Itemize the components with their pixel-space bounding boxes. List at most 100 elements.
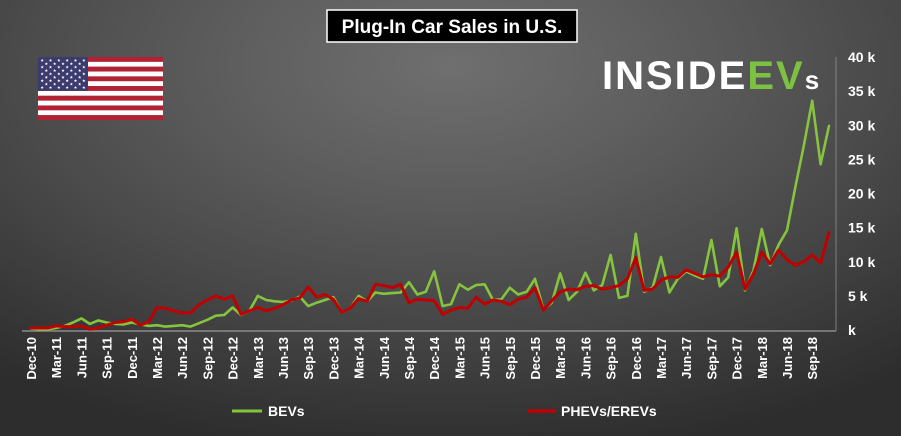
flag-stripe xyxy=(38,86,163,91)
flag-star xyxy=(57,58,61,62)
x-tick-label: Dec-12 xyxy=(226,337,241,380)
x-tick-label: Mar-11 xyxy=(49,337,64,378)
flag-star xyxy=(53,82,57,86)
x-tick-label: Mar-15 xyxy=(452,337,467,379)
x-tick-label: Sep-13 xyxy=(301,337,316,380)
flag-star xyxy=(40,58,44,62)
flag-star xyxy=(73,72,78,76)
flag-star xyxy=(82,72,86,76)
x-tick-label: Dec-15 xyxy=(528,337,543,380)
y-tick-label: 30 k xyxy=(848,117,875,133)
flag-star xyxy=(69,62,73,66)
logo-ev-text: EV xyxy=(747,54,804,98)
y-tick-label: 10 k xyxy=(848,254,875,270)
flag-stripe xyxy=(38,81,163,87)
flag-stripe xyxy=(38,76,163,82)
title-box: Plug-In Car Sales in U.S. xyxy=(326,9,578,43)
x-tick-label: Mar-17 xyxy=(654,337,669,379)
legend: BEVs PHEVs/EREVs xyxy=(232,403,657,419)
flag-star xyxy=(44,82,48,86)
x-tick-label: Dec-17 xyxy=(730,337,745,380)
flag-star xyxy=(57,79,61,83)
flag-star xyxy=(57,85,61,89)
legend-item-phevs: PHEVs/EREVs xyxy=(527,403,657,419)
flag-star xyxy=(44,75,48,79)
x-tick-label: Mar-16 xyxy=(553,337,568,379)
x-tick-label: Sep-12 xyxy=(200,337,215,380)
flag-star xyxy=(73,58,78,62)
x-tick-label: Jun-16 xyxy=(578,337,593,379)
flag-star xyxy=(65,72,69,76)
bev-series-line xyxy=(29,99,831,331)
phev-series-line xyxy=(29,230,831,331)
flag-stripe xyxy=(38,57,163,62)
flag-star xyxy=(73,65,78,69)
flag-star xyxy=(82,65,86,69)
flag-star xyxy=(78,62,82,66)
flag-star xyxy=(57,72,61,76)
flag-star xyxy=(40,85,44,89)
x-tick-label: Dec-16 xyxy=(629,337,644,380)
flag-star xyxy=(65,79,69,83)
x-tick-label: Sep-16 xyxy=(604,337,619,380)
flag-stripe xyxy=(38,90,163,96)
y-tick-label: 25 k xyxy=(848,151,875,167)
flag-star xyxy=(78,82,82,86)
legend-label-bevs: BEVs xyxy=(268,403,305,419)
flag-star xyxy=(69,82,73,86)
y-tick-label: 20 k xyxy=(848,186,875,202)
flag-star xyxy=(82,79,86,83)
flag-stripe xyxy=(38,115,163,121)
flag-star xyxy=(40,72,44,76)
y-axis-tick-labels: k 5 k 10 k 15 k 20 k 25 k 30 k 35 k 40 k xyxy=(848,49,875,338)
insideevs-logo: INSIDEEVs xyxy=(602,54,821,98)
flag-star xyxy=(53,62,57,66)
flag-star xyxy=(53,75,57,79)
flag-star xyxy=(78,68,82,72)
flag-star xyxy=(65,65,69,69)
x-axis-tick-labels: Dec-10 Mar-11 Jun-11 Sep-11 Dec-11 Mar-12 Jun-… xyxy=(24,336,820,379)
flag-star xyxy=(82,85,86,89)
flag-star xyxy=(40,65,44,69)
x-tick-label: Jun-12 xyxy=(175,337,190,379)
y-tick-label: 40 k xyxy=(848,49,875,65)
series-lines xyxy=(29,99,831,331)
y-tick-label: 5 k xyxy=(848,288,868,304)
x-tick-label: Dec-14 xyxy=(427,336,442,379)
flag-stripe xyxy=(38,100,163,106)
logo-s-text: s xyxy=(805,65,821,95)
flag-star xyxy=(53,68,57,72)
x-tick-label: Sep-14 xyxy=(402,336,417,379)
x-tick-label: Dec-13 xyxy=(326,337,341,380)
flag-star xyxy=(44,62,48,66)
flag-star xyxy=(48,79,53,83)
x-tick-label: Jun-15 xyxy=(478,337,493,379)
y-tick-label: 15 k xyxy=(848,220,875,236)
flag-stripe xyxy=(38,95,163,101)
flag-star xyxy=(65,58,69,62)
flag-stripe xyxy=(38,61,163,67)
flag-star xyxy=(48,85,53,89)
x-tick-label: Sep-17 xyxy=(704,337,719,380)
y-tick-label: k xyxy=(848,322,856,338)
flag-star xyxy=(61,68,65,72)
x-tick-label: Dec-10 xyxy=(24,337,39,380)
x-tick-label: Jun-13 xyxy=(276,337,291,379)
x-tick-label: Jun-17 xyxy=(679,337,694,379)
flag-star xyxy=(65,85,69,89)
x-tick-label: Sep-18 xyxy=(805,337,820,380)
flag-star xyxy=(44,68,48,72)
flag-star xyxy=(69,68,73,72)
x-tick-label: Mar-13 xyxy=(251,337,266,379)
chart-title: Plug-In Car Sales in U.S. xyxy=(342,17,563,38)
flag-star xyxy=(78,75,82,79)
flag-star xyxy=(40,79,44,83)
flag-star xyxy=(48,72,53,76)
x-tick-label: Sep-11 xyxy=(100,337,115,379)
x-tick-label: Jun-18 xyxy=(780,337,795,379)
flag-star xyxy=(48,65,53,69)
flag-star xyxy=(57,65,61,69)
flag-stripe xyxy=(38,105,163,111)
